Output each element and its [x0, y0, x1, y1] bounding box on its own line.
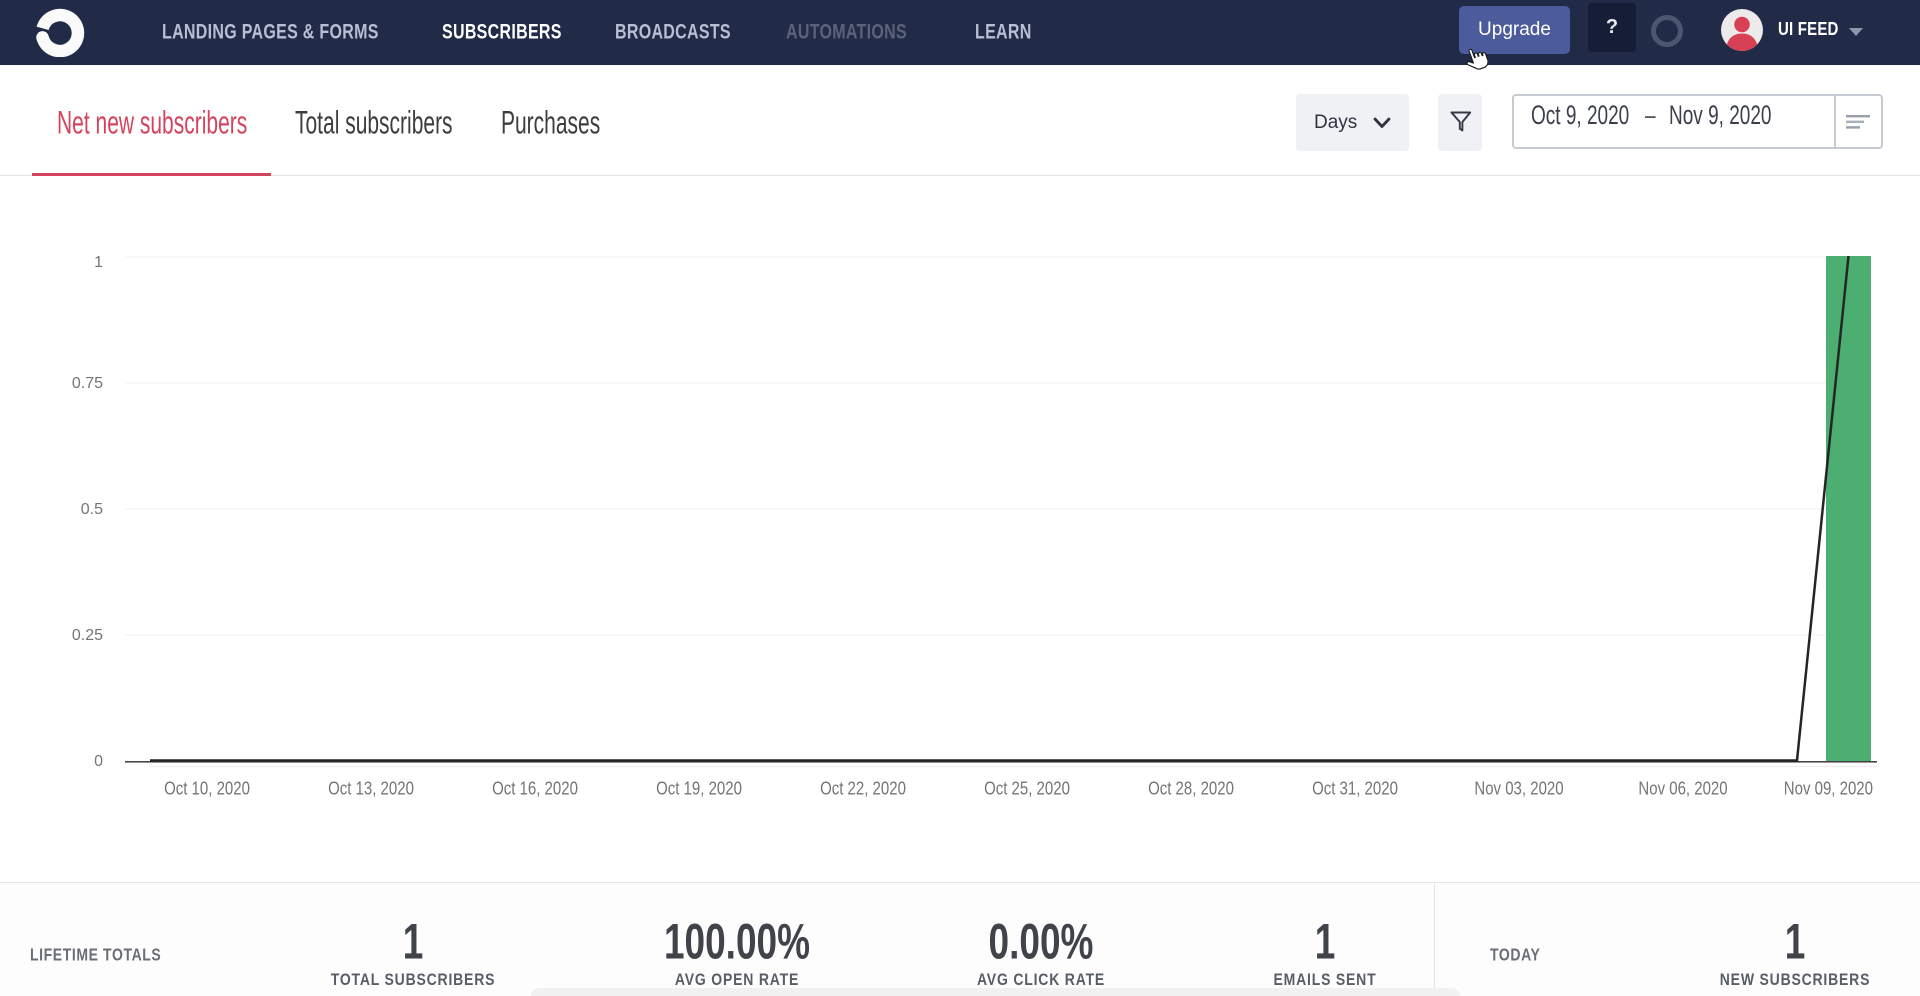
svg-text:Oct 10, 2020: Oct 10, 2020	[164, 778, 250, 799]
svg-text:Oct 25, 2020: Oct 25, 2020	[984, 778, 1070, 799]
svg-text:Nov 09, 2020: Nov 09, 2020	[1784, 778, 1873, 799]
svg-text:Oct 19, 2020: Oct 19, 2020	[656, 778, 742, 799]
svg-text:1: 1	[94, 254, 103, 271]
svg-text:Oct 31, 2020: Oct 31, 2020	[1312, 778, 1398, 799]
svg-text:Nov 03, 2020: Nov 03, 2020	[1474, 778, 1563, 799]
svg-text:Oct 28, 2020: Oct 28, 2020	[1148, 778, 1234, 799]
svg-text:Oct 22, 2020: Oct 22, 2020	[820, 778, 906, 799]
svg-text:Oct 16, 2020: Oct 16, 2020	[492, 778, 578, 799]
svg-text:0.25: 0.25	[72, 627, 103, 644]
svg-text:0.5: 0.5	[81, 501, 103, 518]
svg-text:0.75: 0.75	[72, 375, 103, 392]
svg-text:0: 0	[94, 753, 103, 770]
svg-text:Oct 13, 2020: Oct 13, 2020	[328, 778, 414, 799]
svg-text:Nov 06, 2020: Nov 06, 2020	[1638, 778, 1727, 799]
